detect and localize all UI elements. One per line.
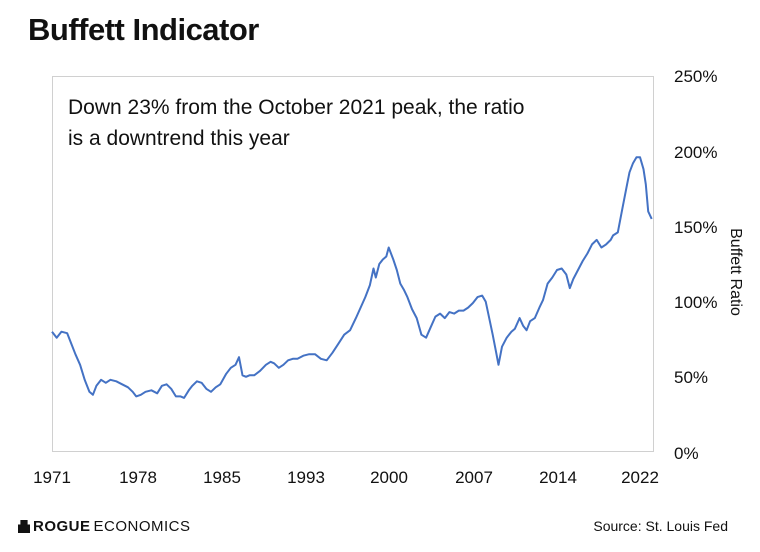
brand-name-rest: ECONOMICS — [93, 518, 191, 535]
annotation-line-1: Down 23% from the October 2021 peak, the… — [68, 96, 525, 119]
x-tick-label: 1985 — [203, 468, 241, 487]
annotation-line-2: is a downtrend this year — [68, 127, 290, 150]
brand-logo: ROGUE ECONOMICS — [18, 518, 191, 535]
x-tick-label: 1978 — [119, 468, 157, 487]
x-tick-label: 2014 — [539, 468, 577, 487]
source-note: Source: St. Louis Fed — [593, 518, 728, 534]
rook-logo-icon — [18, 520, 30, 533]
x-tick-label: 2007 — [455, 468, 493, 487]
plot-area — [52, 76, 654, 452]
chart-annotation: Down 23% from the October 2021 peak, the… — [68, 92, 568, 154]
y-tick-label: 200% — [674, 143, 718, 162]
x-tick-label: 2022 — [621, 468, 659, 487]
chart-title: Buffett Indicator — [28, 12, 259, 47]
y-tick-label: 100% — [674, 293, 718, 312]
x-tick-label: 1993 — [287, 468, 325, 487]
buffett-ratio-line — [51, 156, 653, 399]
brand-name-bold: ROGUE — [33, 518, 91, 535]
y-tick-label: 50% — [674, 368, 709, 387]
y-tick-label: 250% — [674, 67, 718, 86]
x-tick-label: 2000 — [370, 468, 408, 487]
y-axis-label: Buffett Ratio — [727, 228, 744, 316]
y-tick-label: 0% — [674, 444, 699, 463]
x-tick-label: 1971 — [33, 468, 71, 487]
y-tick-label: 150% — [674, 218, 718, 237]
